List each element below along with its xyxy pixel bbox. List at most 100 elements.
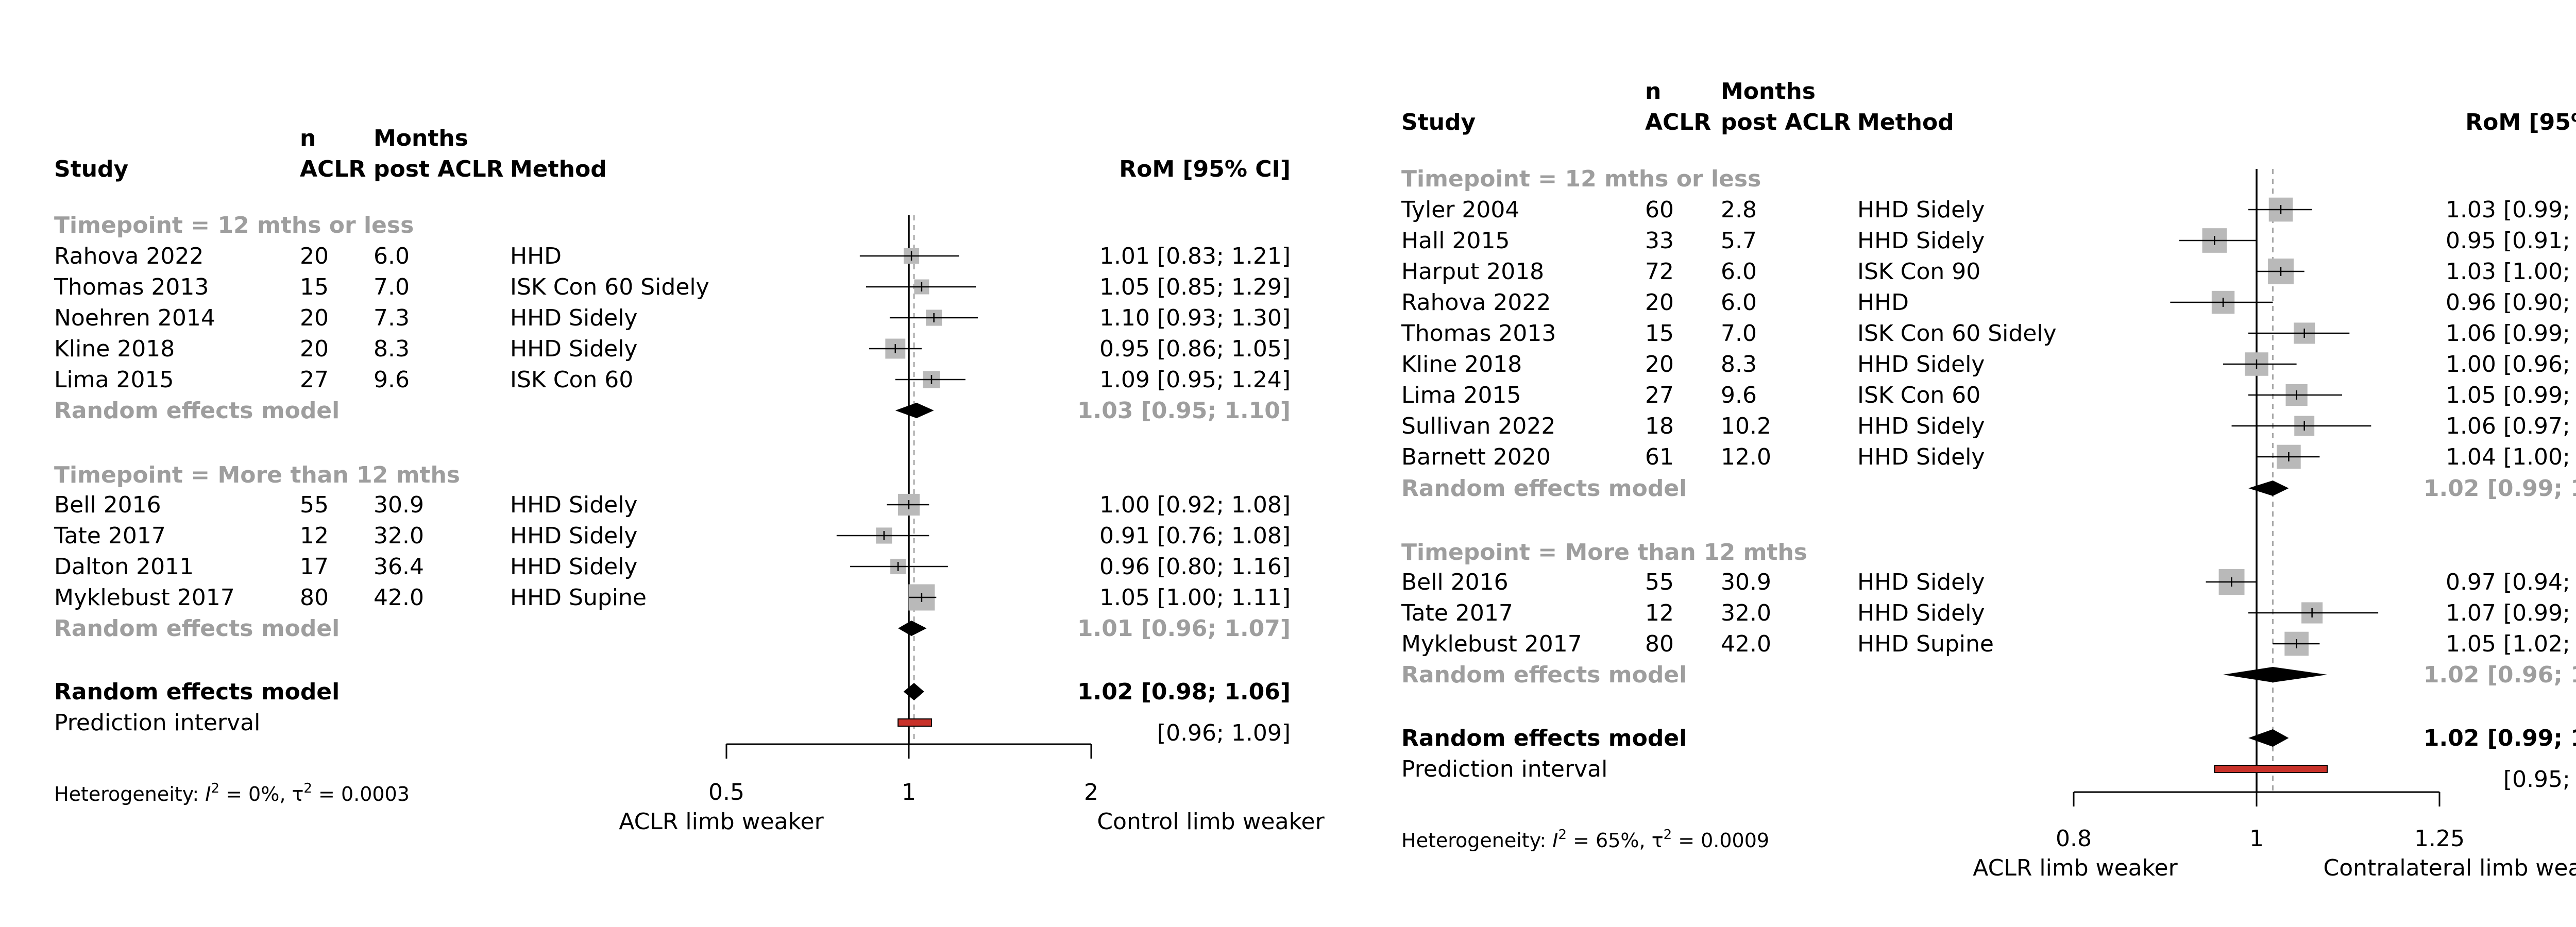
header-months: Months — [1721, 78, 1816, 105]
study-months: 9.6 — [374, 367, 410, 393]
study-months: 30.9 — [374, 492, 424, 518]
direction-label-left: ACLR limb weaker — [1973, 855, 2178, 881]
study-months: 9.6 — [1721, 382, 1757, 408]
x-axis-tick-label: 0.8 — [2056, 826, 2092, 852]
study-ci-text: 0.97 [0.94; 1.00] — [2446, 569, 2576, 595]
study-row: Kline 2018 20 8.3 HHD Sidely 1.00 [0.96; 1.0… — [1401, 351, 2576, 377]
overall-model-label: Random effects model — [1401, 725, 1687, 751]
study-ci-text: 1.05 [1.00; 1.11] — [1099, 585, 1291, 611]
study-name: Kline 2018 — [1401, 351, 1522, 377]
study-ci-text: 1.09 [0.95; 1.24] — [1099, 367, 1291, 393]
study-months: 7.0 — [1721, 320, 1757, 347]
direction-label-right: Control limb weaker — [1097, 809, 1325, 835]
study-n: 12 — [1645, 600, 1674, 626]
study-method: ISK Con 60 — [510, 367, 633, 393]
study-row: Barnett 2020 61 12.0 HHD Sidely 1.04 [1.00; … — [1401, 444, 2576, 470]
header-study: Study — [54, 156, 128, 182]
study-name: Sullivan 2022 — [1401, 413, 1555, 439]
study-ci-text: 1.05 [1.02; 1.08] — [2446, 631, 2576, 657]
subgroup-pooled-ci-text: 1.01 [0.96; 1.07] — [1077, 615, 1291, 642]
study-n: 80 — [1645, 631, 1674, 657]
subgroup-pooled-ci-text: 1.02 [0.99; 1.04] — [2424, 475, 2576, 502]
header-n-aclr: ACLR — [300, 156, 366, 182]
study-name: Kline 2018 — [54, 336, 175, 362]
x-axis-tick-label: 1 — [902, 779, 916, 805]
x-axis-tick-label: 0.5 — [708, 779, 744, 805]
study-months: 2.8 — [1721, 197, 1757, 223]
study-row: Lima 2015 27 9.6 ISK Con 60 1.09 [0.95; 1.24… — [54, 367, 1291, 393]
header-effect: RoM [95% CI] — [2465, 109, 2576, 135]
study-months: 42.0 — [1721, 631, 1771, 657]
study-n: 20 — [300, 336, 329, 362]
study-n: 20 — [300, 243, 329, 269]
header-n-aclr: ACLR — [1645, 109, 1711, 135]
study-method: HHD — [1857, 289, 1909, 316]
prediction-interval-bar — [2214, 765, 2328, 773]
subgroup-pooled-ci-text: 1.02 [0.96; 1.09] — [2424, 662, 2576, 688]
header-months-post-aclr: post ACLR — [1721, 109, 1851, 135]
x-axis-tick-label: 2 — [1084, 779, 1098, 805]
study-ci-text: 0.95 [0.91; 1.00] — [2446, 228, 2576, 254]
study-ci-text: 1.00 [0.92; 1.08] — [1099, 492, 1291, 518]
study-name: Tate 2017 — [54, 523, 166, 549]
study-ci-text: 1.05 [0.99; 1.11] — [2446, 382, 2576, 408]
subgroup-pooled-label: Random effects model — [54, 398, 340, 424]
study-name: Lima 2015 — [1401, 382, 1521, 408]
study-method: ISK Con 60 Sidely — [1857, 320, 2057, 347]
study-months: 5.7 — [1721, 228, 1757, 254]
study-row: Harput 2018 72 6.0 ISK Con 90 1.03 [1.00; 1.… — [1401, 259, 2576, 285]
subgroup-label: Timepoint = 12 mths or less — [54, 212, 414, 238]
header-n: n — [1645, 78, 1661, 105]
study-ci-text: 1.06 [0.99; 1.12] — [2446, 320, 2576, 347]
study-row: Thomas 2013 15 7.0 ISK Con 60 Sidely 1.05 [0… — [54, 274, 1291, 300]
study-months: 6.0 — [374, 243, 410, 269]
study-method: HHD Sidely — [1857, 351, 1985, 377]
study-ci-text: 0.96 [0.90; 1.02] — [2446, 289, 2576, 316]
study-months: 30.9 — [1721, 569, 1771, 595]
study-months: 10.2 — [1721, 413, 1771, 439]
study-method: HHD Sidely — [1857, 569, 1985, 595]
study-n: 18 — [1645, 413, 1674, 439]
study-method: HHD Sidely — [510, 554, 637, 580]
prediction-interval-text: [0.96; 1.09] — [1157, 720, 1291, 746]
study-row: Tyler 2004 60 2.8 HHD Sidely 1.03 [0.99; 1.0… — [1401, 197, 2576, 223]
study-name: Myklebust 2017 — [54, 585, 235, 611]
study-row: Myklebust 2017 80 42.0 HHD Supine 1.05 [1.02… — [1401, 631, 2576, 657]
study-method: HHD Sidely — [1857, 413, 1985, 439]
header-months-post-aclr: post ACLR — [374, 156, 504, 182]
study-row: Sullivan 2022 18 10.2 HHD Sidely 1.06 [0.97;… — [1401, 413, 2576, 439]
study-row: Myklebust 2017 80 42.0 HHD Supine 1.05 [1.00… — [54, 584, 1291, 611]
study-months: 32.0 — [374, 523, 424, 549]
study-months: 6.0 — [1721, 259, 1757, 285]
study-method: ISK Con 60 — [1857, 382, 1980, 408]
study-months: 7.0 — [374, 274, 410, 300]
study-method: HHD Sidely — [1857, 444, 1985, 470]
study-months: 42.0 — [374, 585, 424, 611]
study-row: Rahova 2022 20 6.0 HHD 1.01 [0.83; 1.21] — [54, 243, 1291, 269]
study-row: Hall 2015 33 5.7 HHD Sidely 0.95 [0.91; 1.00… — [1401, 228, 2576, 254]
direction-label-left: ACLR limb weaker — [619, 809, 824, 835]
subgroup-label: Timepoint = More than 12 mths — [54, 462, 460, 488]
study-n: 12 — [300, 523, 329, 549]
subgroup-pooled-diamond — [2223, 667, 2328, 682]
study-n: 33 — [1645, 228, 1674, 254]
prediction-interval-label: Prediction interval — [54, 710, 260, 736]
study-name: Rahova 2022 — [1401, 289, 1551, 316]
subgroup-label: Timepoint = More than 12 mths — [1401, 539, 1807, 565]
study-ci-text: 1.10 [0.93; 1.30] — [1099, 305, 1291, 331]
overall-diamond — [903, 683, 924, 700]
prediction-interval-bar — [897, 718, 933, 727]
study-ci-text: 1.05 [0.85; 1.29] — [1099, 274, 1291, 300]
x-axis-tick-label: 1.25 — [2414, 826, 2465, 852]
study-name: Bell 2016 — [54, 492, 161, 518]
left-forest-plot: Study n ACLR Months post ACLR Method RoM [95% … — [54, 125, 1325, 835]
x-axis-tick-label: 1 — [2249, 826, 2264, 852]
study-ci-text: 1.04 [1.00; 1.08] — [2446, 444, 2576, 470]
subgroup-pooled-ci-text: 1.03 [0.95; 1.10] — [1077, 398, 1291, 424]
overall-ci-text: 1.02 [0.98; 1.06] — [1077, 679, 1291, 705]
study-name: Tate 2017 — [1401, 600, 1513, 626]
study-method: ISK Con 90 — [1857, 259, 1980, 285]
study-row: Tate 2017 12 32.0 HHD Sidely 0.91 [0.76; 1.0… — [54, 523, 1291, 549]
